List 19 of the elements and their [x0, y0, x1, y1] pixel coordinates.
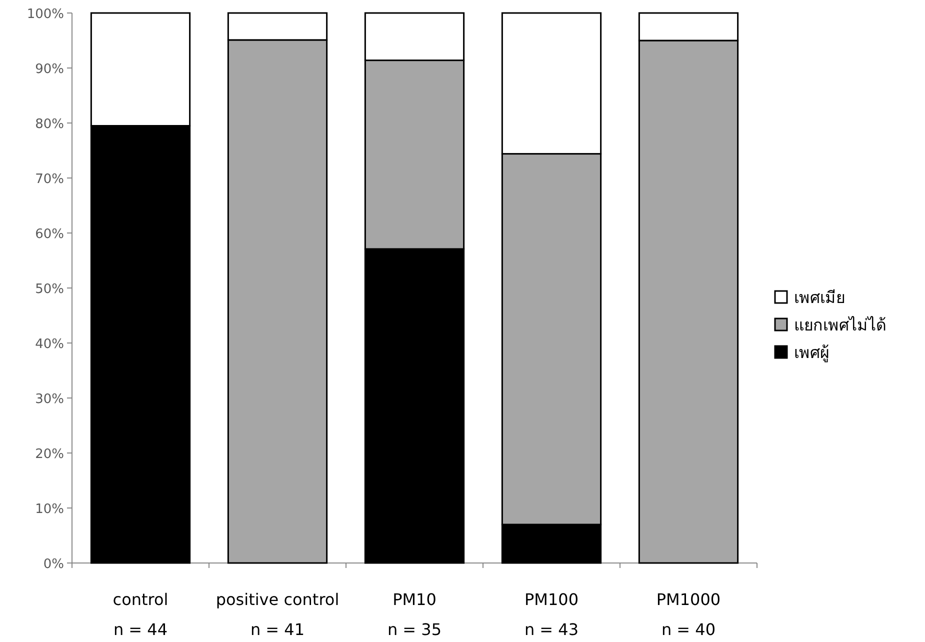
y-tick-label: 70% — [35, 172, 64, 187]
legend-label: แยกเพศไม่ได้ — [794, 316, 886, 334]
legend-label: เพศผู้ — [794, 343, 829, 363]
y-tick-label: 20% — [35, 447, 64, 462]
x-tick-label: PM1000 n = 40 — [656, 590, 721, 639]
y-tick-label: 30% — [35, 392, 64, 407]
y-tick-label: 50% — [35, 282, 64, 297]
x-tick-label: positive control n = 41 — [216, 590, 340, 639]
y-tick-label: 0% — [43, 557, 64, 572]
legend-label: เพศเมีย — [794, 288, 845, 307]
y-tick-label: 10% — [35, 502, 64, 517]
y-tick-label: 40% — [35, 337, 64, 352]
x-tick-label: control n = 44 — [112, 590, 168, 639]
y-tick-label: 80% — [35, 117, 64, 132]
x-tick-label: PM100 n = 43 — [524, 590, 579, 639]
x-tick-label: PM10 n = 35 — [387, 590, 442, 639]
y-tick-label: 60% — [35, 227, 64, 242]
y-tick-label: 90% — [35, 62, 64, 77]
y-tick-label: 100% — [26, 7, 64, 22]
